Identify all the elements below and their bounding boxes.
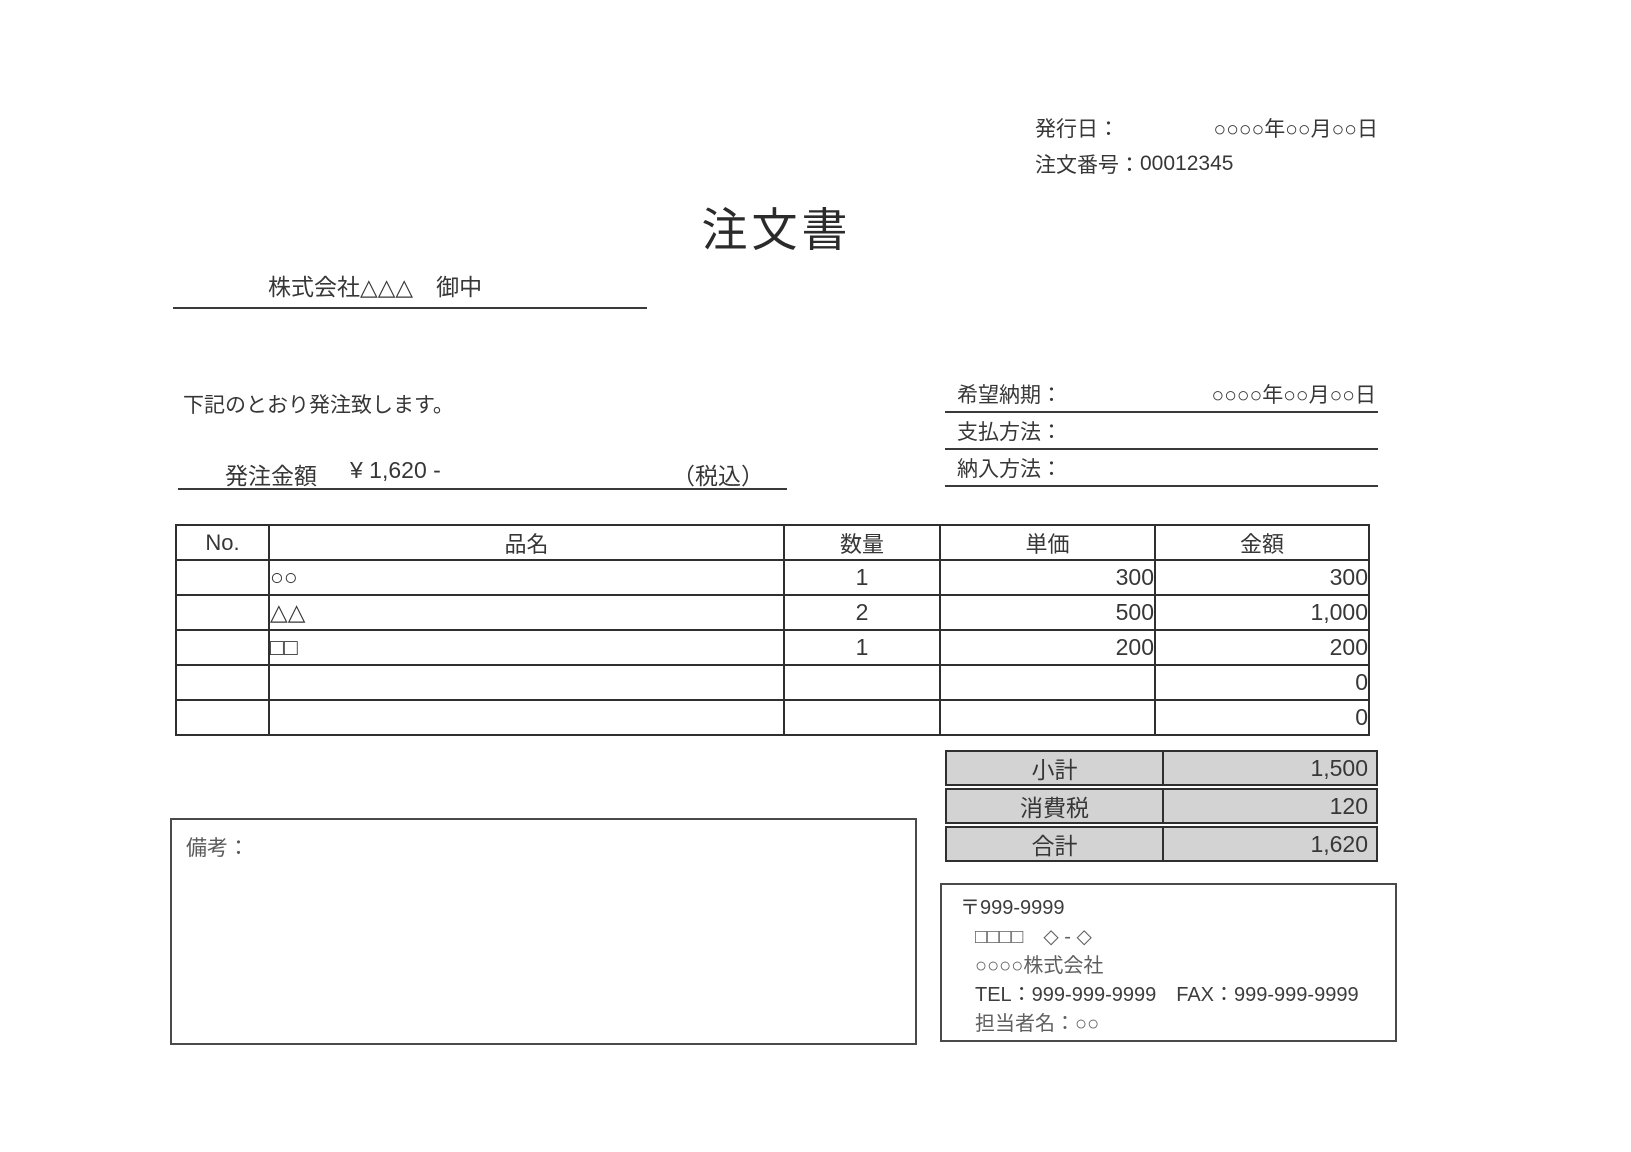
subtotal-label: 小計 — [947, 752, 1164, 784]
cell-unit-price: 500 — [939, 594, 1156, 631]
order-amount-value: ¥ 1,620 - — [350, 457, 441, 483]
table-row: 0 — [175, 664, 1370, 701]
table-row: △△ 2 500 1,000 — [175, 594, 1370, 631]
issue-date-value: ○○○○年○○月○○日 — [1213, 118, 1378, 141]
items-header-row: No. 品名 数量 単価 金額 — [175, 524, 1370, 561]
order-number-row: 注文番号： 00012345 — [1035, 146, 1378, 182]
cell-quantity: 1 — [783, 629, 941, 666]
supplier-info-box: 〒999-9999 □□□□ ◇ - ◇ ○○○○株式会社 TEL：999-99… — [940, 883, 1397, 1042]
grand-total-row: 合計 1,620 — [945, 826, 1378, 862]
subtotal-value: 1,500 — [1310, 754, 1368, 781]
cell-no — [175, 699, 270, 736]
tax-row: 消費税 120 — [945, 788, 1378, 824]
header-item-name: 品名 — [268, 524, 785, 561]
subtotal-row: 小計 1,500 — [945, 750, 1378, 786]
cell-no — [175, 629, 270, 666]
cell-no — [175, 594, 270, 631]
page-title: 注文書 — [701, 204, 852, 256]
order-amount-line: 発注金額 ¥ 1,620 - （税込） — [178, 453, 787, 490]
intro-text: 下記のとおり発注致します。 — [183, 394, 454, 417]
desired-delivery-label: 希望納期： — [957, 383, 1062, 407]
cell-item-name: □□ — [268, 629, 785, 666]
cell-item-name — [268, 664, 785, 701]
issue-info-block: 発行日： ○○○○年○○月○○日 注文番号： 00012345 — [1035, 110, 1378, 182]
table-row: □□ 1 200 200 — [175, 629, 1370, 666]
header-quantity: 数量 — [783, 524, 941, 561]
cell-no — [175, 559, 270, 596]
tax-label: 消費税 — [947, 790, 1164, 822]
desired-delivery-value: ○○○○年○○月○○日 — [1211, 383, 1376, 407]
cell-quantity: 1 — [783, 559, 941, 596]
header-amount: 金額 — [1154, 524, 1370, 561]
addressee-name: 株式会社△△△ 御中 — [268, 274, 483, 300]
cell-amount: 300 — [1154, 559, 1370, 596]
items-table: No. 品名 数量 単価 金額 ○○ 1 300 300 △△ 2 500 1,… — [175, 524, 1370, 736]
tax-included-note: （税込） — [672, 463, 764, 489]
order-number-value: 00012345 — [1140, 152, 1234, 175]
header-unit-price: 単価 — [939, 524, 1156, 561]
grand-total-label: 合計 — [947, 828, 1164, 860]
cell-amount: 200 — [1154, 629, 1370, 666]
cell-item-name: △△ — [268, 594, 785, 631]
table-row: ○○ 1 300 300 — [175, 559, 1370, 596]
order-amount-label: 発注金額 — [225, 463, 317, 489]
cell-no — [175, 664, 270, 701]
field-payment-method: 支払方法： — [945, 413, 1378, 450]
delivery-method-label: 納入方法： — [957, 457, 1062, 481]
supplier-contact: 担当者名：○○ — [975, 1013, 1100, 1035]
header-no: No. — [175, 524, 270, 561]
cell-item-name — [268, 699, 785, 736]
supplier-postal-code: 〒999-9999 — [960, 897, 1065, 919]
cell-amount: 0 — [1154, 664, 1370, 701]
payment-method-label: 支払方法： — [957, 420, 1062, 444]
cell-item-name: ○○ — [268, 559, 785, 596]
cell-unit-price — [939, 664, 1156, 701]
cell-unit-price: 300 — [939, 559, 1156, 596]
supplier-address: □□□□ ◇ - ◇ — [975, 926, 1092, 948]
supplier-company: ○○○○株式会社 — [975, 955, 1104, 977]
order-number-label: 注文番号： — [1035, 154, 1140, 177]
grand-total-value: 1,620 — [1310, 830, 1368, 857]
cell-quantity — [783, 664, 941, 701]
cell-amount: 0 — [1154, 699, 1370, 736]
field-delivery-method: 納入方法： — [945, 450, 1378, 487]
field-desired-delivery: 希望納期： ○○○○年○○月○○日 — [945, 376, 1378, 413]
addressee-line: 株式会社△△△ 御中 — [173, 268, 647, 309]
tax-value: 120 — [1329, 792, 1368, 819]
table-row: 0 — [175, 699, 1370, 736]
cell-amount: 1,000 — [1154, 594, 1370, 631]
cell-quantity — [783, 699, 941, 736]
issue-date-row: 発行日： ○○○○年○○月○○日 — [1035, 110, 1378, 146]
cell-quantity: 2 — [783, 594, 941, 631]
remarks-box: 備考： — [170, 818, 917, 1045]
cell-unit-price — [939, 699, 1156, 736]
issue-date-label: 発行日： — [1035, 118, 1119, 141]
supplier-tel-fax: TEL：999-999-9999 FAX：999-999-9999 — [975, 984, 1359, 1006]
cell-unit-price: 200 — [939, 629, 1156, 666]
remarks-label: 備考： — [186, 837, 249, 860]
